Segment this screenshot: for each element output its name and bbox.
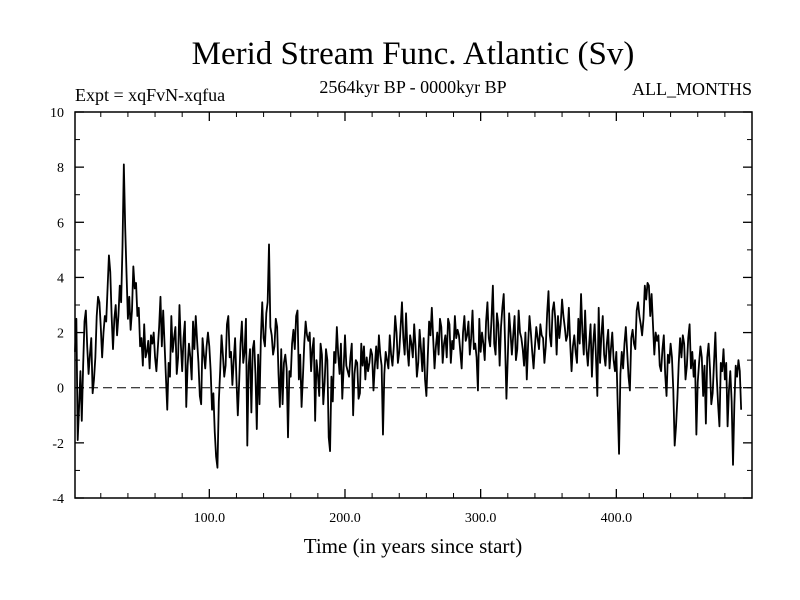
y-tick-label: -2	[52, 437, 64, 452]
y-tick-label: -4	[52, 492, 64, 507]
chart-title: Merid Stream Func. Atlantic (Sv)	[192, 36, 635, 72]
x-tick-label: 400.0	[601, 511, 633, 526]
experiment-label: Expt = xqFvN-xqfua	[75, 85, 225, 105]
y-tick-label: 4	[57, 271, 64, 286]
x-tick-label: 100.0	[194, 511, 226, 526]
y-tick-label: 8	[57, 161, 64, 176]
months-label: ALL_MONTHS	[632, 79, 752, 99]
y-tick-label: 2	[57, 327, 64, 342]
x-tick-label: 200.0	[329, 511, 361, 526]
time-range-label: 2564kyr BP - 0000kyr BP	[319, 77, 506, 97]
x-tick-label: 300.0	[465, 511, 497, 526]
y-tick-label: 0	[57, 382, 64, 397]
y-tick-label: 6	[57, 216, 64, 231]
x-axis-label: Time (in years since start)	[304, 534, 523, 558]
series-line-1	[74, 163, 743, 469]
axis-ticks: -4 -2 0 2 4 6 8 10 100.0 200.0 300.0 400.0	[50, 106, 752, 526]
data-layer	[74, 163, 752, 469]
y-tick-label: 10	[50, 106, 64, 121]
